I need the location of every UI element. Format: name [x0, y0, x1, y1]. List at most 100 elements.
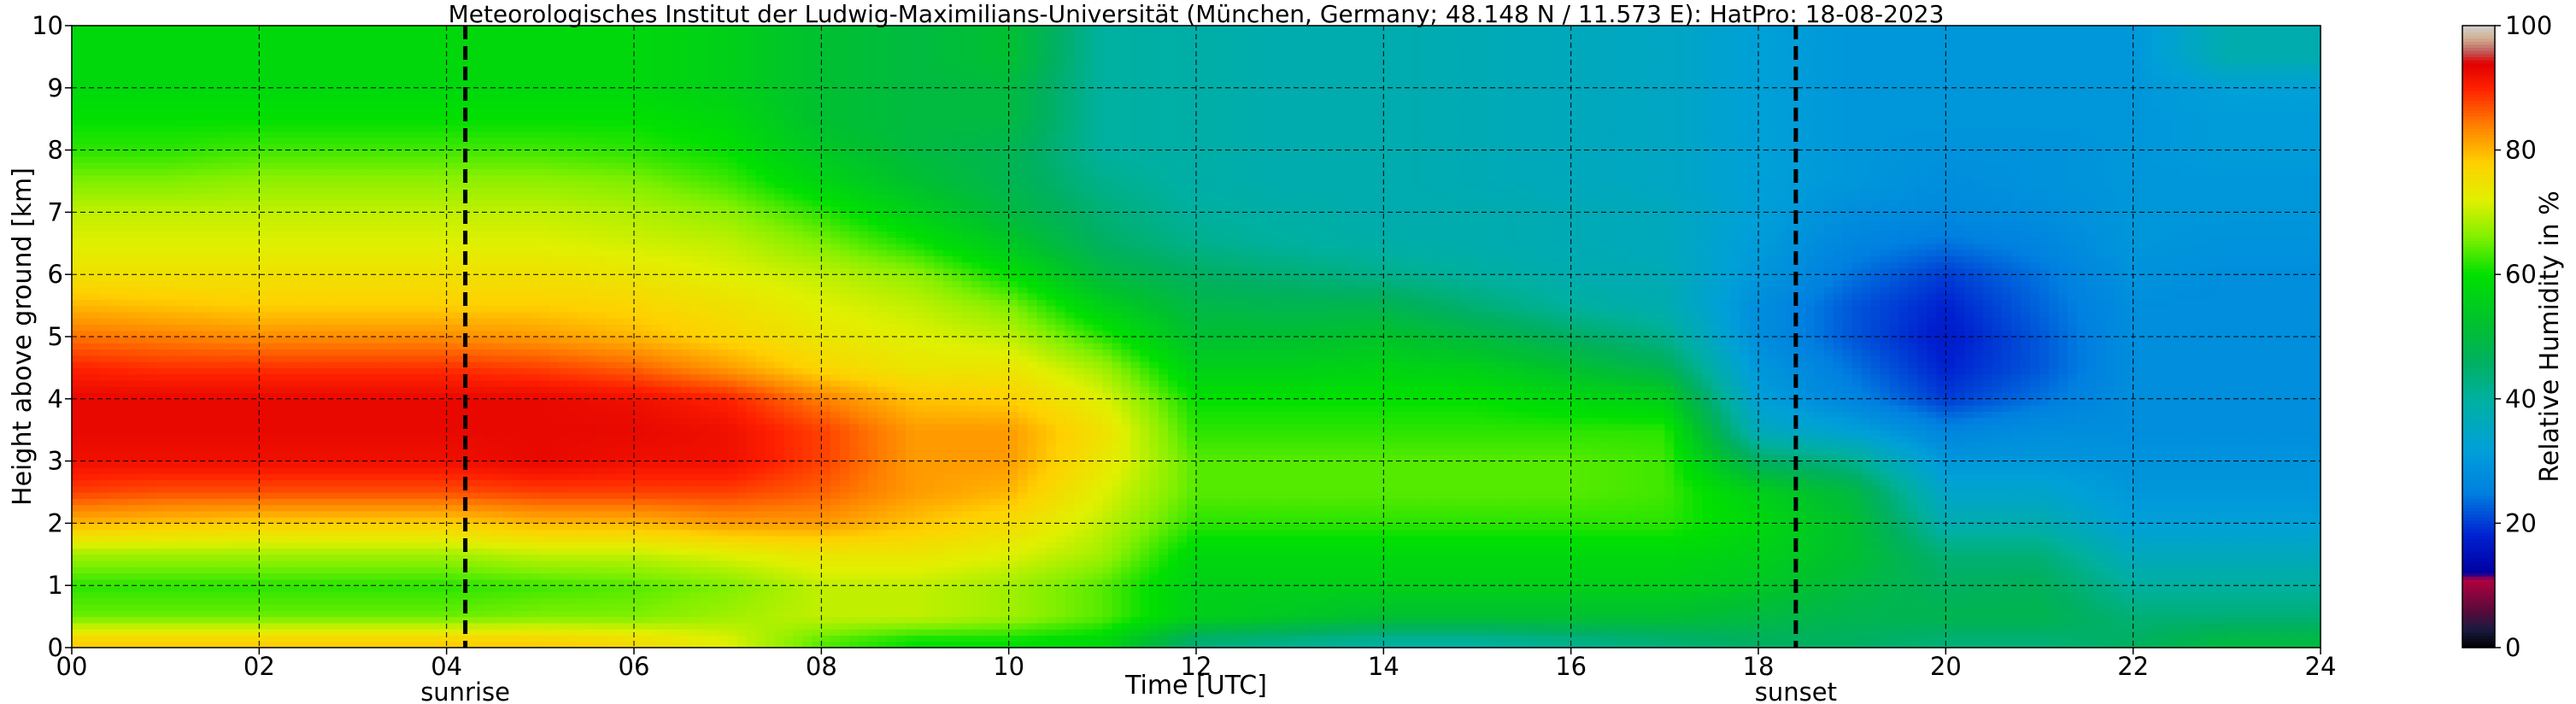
heatmap-cell — [343, 616, 354, 624]
heatmap-cell — [155, 585, 167, 593]
heatmap-cell — [202, 286, 214, 294]
heatmap-cell — [109, 349, 120, 356]
heatmap-cell — [361, 231, 373, 238]
heatmap-cell — [259, 479, 269, 487]
heatmap-cell — [306, 87, 316, 95]
heatmap-cell — [315, 449, 326, 455]
heatmap-cell — [399, 386, 410, 394]
heatmap-cell — [184, 349, 195, 356]
heatmap-cell — [306, 554, 316, 561]
heatmap-cell — [118, 517, 129, 524]
heatmap-cell — [306, 417, 316, 425]
heatmap-cell — [90, 554, 101, 561]
heatmap-cell — [361, 144, 373, 151]
heatmap-cell — [484, 343, 495, 350]
heatmap-cell — [202, 529, 214, 537]
heatmap-cell — [315, 305, 326, 313]
heatmap-cell — [380, 442, 391, 449]
heatmap-cell — [343, 318, 354, 326]
heatmap-cell — [146, 56, 157, 64]
heatmap-cell — [212, 125, 223, 132]
heatmap-cell — [231, 337, 241, 343]
heatmap-cell — [155, 373, 167, 381]
heatmap-cell — [165, 591, 176, 599]
heatmap-cell — [474, 212, 485, 220]
heatmap-cell — [446, 337, 457, 343]
heatmap-cell — [306, 138, 316, 144]
heatmap-cell — [502, 591, 513, 599]
heatmap-cell — [268, 411, 279, 419]
heatmap-cell — [165, 498, 176, 506]
heatmap-cell — [361, 622, 373, 630]
heatmap-cell — [465, 535, 476, 543]
heatmap-cell — [155, 529, 167, 537]
heatmap-cell — [512, 479, 522, 487]
heatmap-cell — [380, 224, 391, 232]
heatmap-cell — [137, 162, 148, 170]
heatmap-cell — [315, 293, 326, 300]
heatmap-cell — [240, 324, 250, 331]
heatmap-cell — [249, 305, 260, 313]
heatmap-cell — [521, 417, 531, 425]
heatmap-cell — [109, 405, 120, 412]
heatmap-cell — [212, 144, 223, 151]
heatmap-cell — [278, 585, 288, 593]
heatmap-cell — [109, 293, 120, 300]
heatmap-cell — [202, 174, 214, 182]
heatmap-cell — [99, 616, 110, 624]
heatmap-cell — [127, 237, 138, 244]
heatmap-cell — [146, 44, 157, 51]
heatmap-cell — [118, 548, 129, 555]
heatmap-cell — [502, 62, 513, 70]
heatmap-cell — [343, 249, 354, 256]
heatmap-cell — [80, 417, 91, 425]
heatmap-cell — [399, 591, 410, 599]
heatmap-cell — [465, 193, 476, 201]
heatmap-cell — [174, 355, 185, 362]
heatmap-cell — [455, 311, 466, 319]
heatmap-cell — [278, 131, 288, 138]
heatmap-cell — [99, 280, 110, 288]
heatmap-cell — [212, 361, 223, 368]
heatmap-cell — [259, 187, 269, 195]
heatmap-cell — [474, 542, 485, 549]
heatmap-cell — [437, 125, 448, 132]
heatmap-cell — [80, 106, 91, 114]
heatmap-cell — [109, 62, 120, 70]
heatmap-cell — [137, 280, 148, 288]
heatmap-cell — [221, 206, 232, 213]
heatmap-cell — [174, 610, 185, 618]
heatmap-cell — [72, 75, 82, 83]
heatmap-cell — [390, 535, 401, 543]
heatmap-cell — [109, 286, 120, 294]
heatmap-cell — [418, 255, 429, 263]
heatmap-cell — [418, 449, 429, 455]
heatmap-cell — [474, 150, 485, 157]
heatmap-cell — [221, 622, 232, 630]
heatmap-cell — [325, 622, 335, 630]
heatmap-cell — [315, 517, 326, 524]
heatmap-cell — [249, 398, 260, 406]
heatmap-cell — [465, 231, 476, 238]
heatmap-cell — [399, 466, 410, 474]
heatmap-cell — [418, 430, 429, 437]
heatmap-cell — [165, 249, 176, 256]
heatmap-cell — [137, 430, 148, 437]
heatmap-cell — [296, 485, 307, 493]
heatmap-cell — [240, 436, 250, 443]
heatmap-cell — [80, 373, 91, 381]
heatmap-cell — [390, 529, 401, 537]
heatmap-cell — [334, 106, 344, 114]
heatmap-cell — [325, 591, 335, 599]
heatmap-cell — [380, 616, 391, 624]
heatmap-cell — [343, 629, 354, 637]
heatmap-cell — [325, 510, 335, 518]
heatmap-cell — [202, 430, 214, 437]
heatmap-cell — [446, 119, 457, 126]
heatmap-cell — [343, 81, 354, 89]
heatmap-cell — [165, 311, 176, 319]
heatmap-cell — [193, 411, 204, 419]
heatmap-cell — [474, 324, 485, 331]
heatmap-cell — [155, 56, 167, 64]
heatmap-cell — [427, 112, 438, 120]
